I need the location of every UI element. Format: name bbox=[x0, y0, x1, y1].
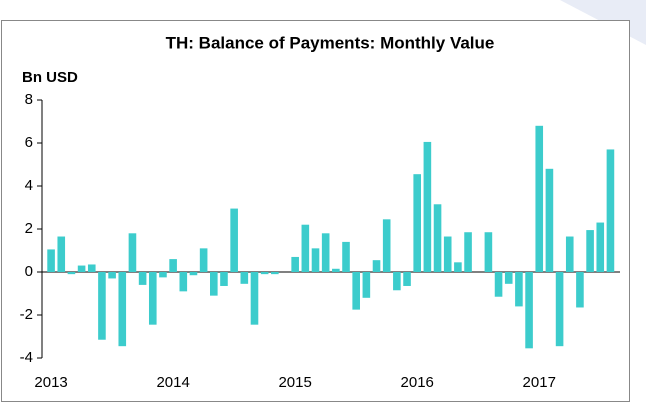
y-tick-label: 6 bbox=[25, 134, 33, 151]
bar bbox=[301, 224, 310, 272]
y-axis-label: Bn USD bbox=[22, 69, 78, 86]
bar bbox=[169, 259, 177, 272]
bar bbox=[413, 174, 422, 272]
bar bbox=[525, 272, 533, 349]
bar bbox=[98, 272, 106, 340]
bar bbox=[230, 208, 238, 272]
bar bbox=[138, 272, 147, 285]
bar bbox=[332, 268, 340, 272]
bar bbox=[494, 272, 503, 297]
bar bbox=[321, 233, 330, 272]
bar bbox=[423, 141, 432, 272]
bar bbox=[576, 272, 584, 308]
y-tick-label: -2 bbox=[20, 306, 33, 323]
bar bbox=[393, 272, 401, 291]
bar bbox=[148, 272, 157, 325]
bar bbox=[220, 272, 228, 286]
bar bbox=[515, 272, 523, 307]
bar bbox=[372, 260, 381, 272]
bar bbox=[189, 272, 198, 276]
bar bbox=[271, 272, 279, 275]
bar bbox=[311, 248, 320, 272]
bar bbox=[484, 232, 493, 272]
bar bbox=[382, 219, 391, 272]
y-tick-label: 4 bbox=[25, 177, 33, 194]
x-tick-label: 2017 bbox=[523, 374, 556, 391]
y-tick-label: 2 bbox=[25, 220, 33, 237]
bar bbox=[504, 272, 513, 284]
bar bbox=[159, 272, 167, 278]
bar bbox=[342, 241, 350, 272]
bar bbox=[555, 272, 564, 347]
bar bbox=[199, 248, 208, 272]
bar bbox=[118, 272, 127, 347]
bar bbox=[606, 149, 615, 272]
bar bbox=[260, 272, 269, 275]
x-tick-label: 2016 bbox=[401, 374, 434, 391]
chart-title: TH: Balance of Payments: Monthly Value bbox=[166, 33, 495, 52]
bar bbox=[87, 264, 96, 272]
x-tick-label: 2013 bbox=[34, 374, 67, 391]
bar bbox=[403, 272, 411, 286]
bar bbox=[179, 272, 188, 292]
bar bbox=[596, 222, 605, 272]
x-tick-label: 2014 bbox=[156, 374, 189, 391]
bar bbox=[443, 236, 452, 272]
y-tick-label: 0 bbox=[25, 263, 33, 280]
bar bbox=[291, 256, 299, 272]
bar bbox=[535, 125, 544, 272]
bar bbox=[565, 236, 574, 272]
y-tick-label: -4 bbox=[20, 349, 33, 366]
bar bbox=[210, 272, 218, 296]
bar bbox=[57, 236, 66, 272]
y-tick-label: 8 bbox=[25, 91, 33, 108]
bar bbox=[362, 272, 371, 298]
bar bbox=[433, 204, 442, 272]
bar bbox=[67, 272, 76, 275]
bar bbox=[545, 168, 554, 272]
chart-frame bbox=[1, 20, 630, 402]
bar bbox=[586, 230, 594, 272]
bar bbox=[77, 265, 86, 272]
bar bbox=[108, 272, 116, 279]
bar bbox=[128, 233, 137, 272]
bar bbox=[240, 272, 249, 284]
bar bbox=[352, 272, 360, 310]
bar bbox=[464, 232, 472, 272]
bar bbox=[250, 272, 259, 325]
bar bbox=[47, 249, 55, 272]
x-tick-label: 2015 bbox=[278, 374, 311, 391]
bar bbox=[454, 262, 462, 272]
